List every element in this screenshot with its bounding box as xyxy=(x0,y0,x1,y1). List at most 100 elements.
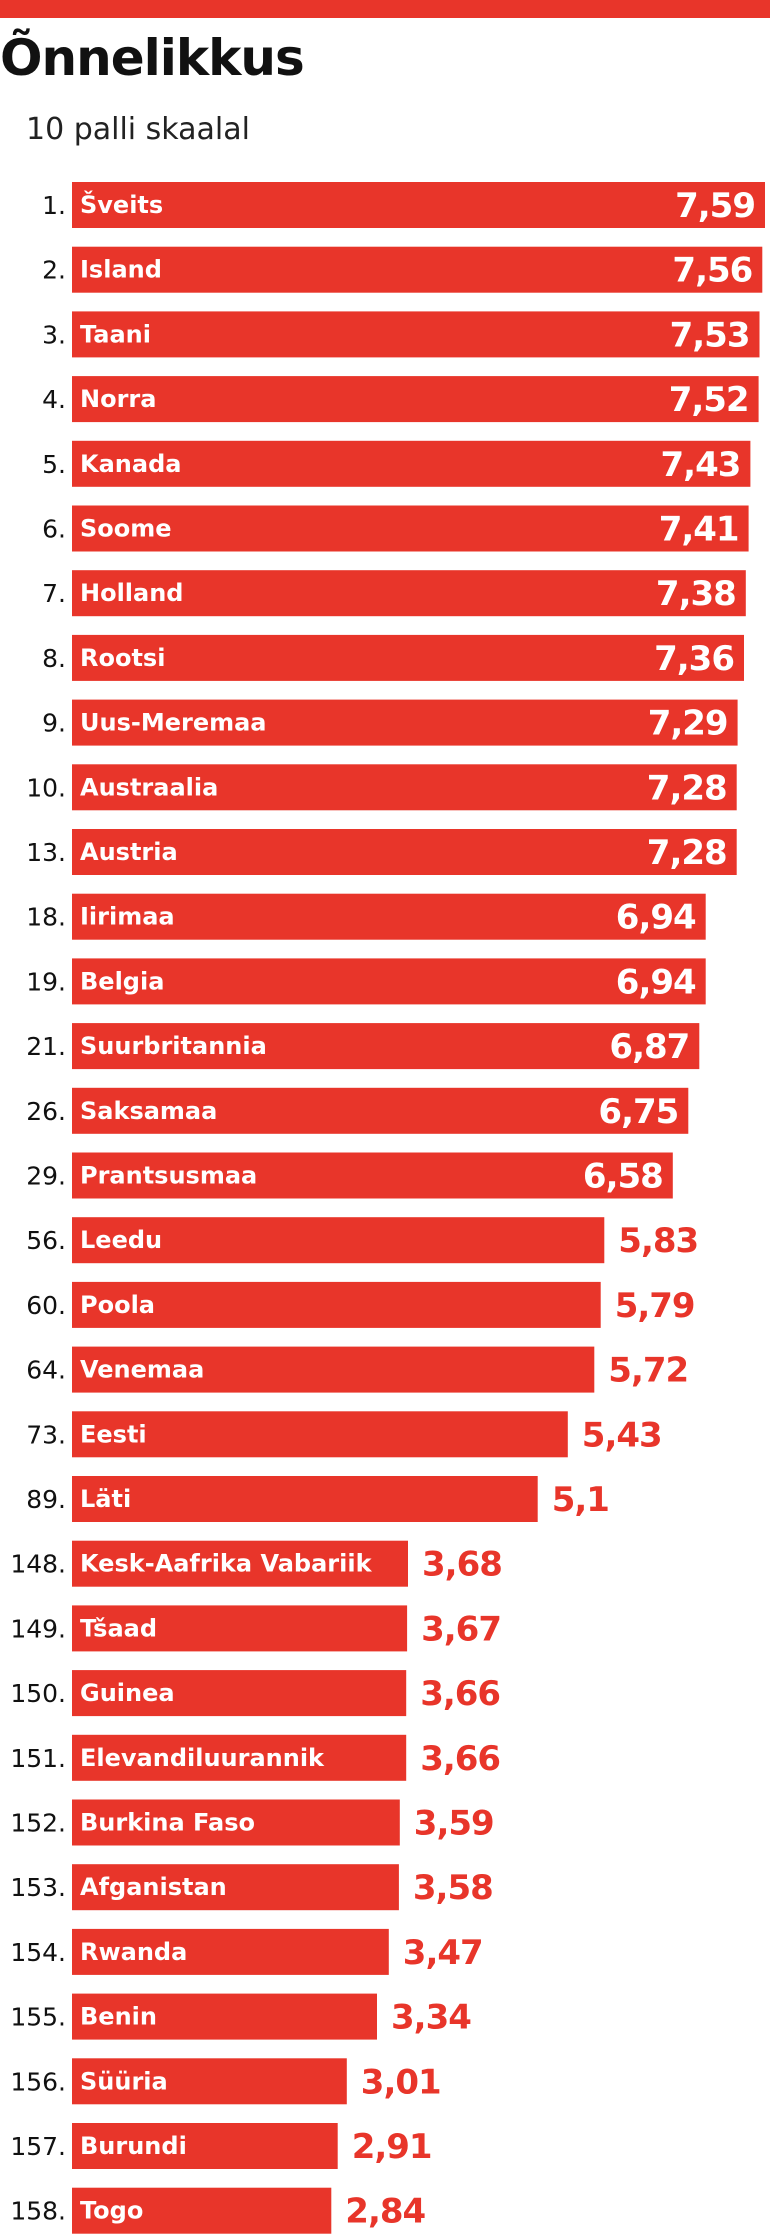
category-label: Suurbritannia xyxy=(80,1032,267,1060)
rank-label: 7. xyxy=(42,579,66,608)
category-label: Iirimaa xyxy=(80,903,175,931)
category-label: Island xyxy=(80,256,162,284)
bar-row: 150. Guinea 3,66 xyxy=(10,1670,501,1717)
category-label: Austria xyxy=(80,838,178,866)
category-label: Guinea xyxy=(80,1679,175,1707)
bar xyxy=(72,376,759,423)
bar-row: 152. Burkina Faso 3,59 xyxy=(10,1799,495,1846)
bar xyxy=(72,1670,407,1717)
rank-label: 29. xyxy=(26,1162,66,1191)
rank-label: 152. xyxy=(10,1809,66,1838)
category-label: Rwanda xyxy=(80,1938,187,1966)
bar-row: 156. Süüria 3,01 xyxy=(10,2058,442,2105)
bar-row: 148. Kesk-Aafrika Vabariik 3,68 xyxy=(10,1540,503,1587)
value-label: 3,68 xyxy=(422,1545,502,1585)
category-label: Taani xyxy=(80,320,151,348)
bar-row: 10. Austraalia 7,28 xyxy=(26,764,737,811)
value-label: 7,38 xyxy=(656,574,736,614)
bar xyxy=(72,2123,338,2169)
bar-row: 149. Tšaad 3,67 xyxy=(10,1605,502,1652)
category-label: Burkina Faso xyxy=(80,1809,255,1837)
bar xyxy=(72,1734,407,1781)
rank-label: 21. xyxy=(26,1032,66,1061)
bar-row: 151. Elevandiluurannik 3,66 xyxy=(10,1734,501,1781)
rank-label: 89. xyxy=(26,1485,66,1514)
bar-row: 157. Burundi 2,91 xyxy=(10,2123,433,2169)
bar xyxy=(72,505,749,552)
value-label: 6,75 xyxy=(598,1092,678,1132)
chart-subtitle: 10 palli skaalal xyxy=(26,112,250,147)
top-accent-rule xyxy=(0,0,770,18)
chart-title: Õnnelikkus xyxy=(0,29,305,87)
value-label: 5,43 xyxy=(582,1415,662,1455)
category-label: Togo xyxy=(80,2197,143,2225)
value-label: 7,36 xyxy=(654,639,734,679)
rank-label: 148. xyxy=(10,1550,66,1579)
bar xyxy=(72,570,746,617)
bar xyxy=(72,1864,399,1911)
bar xyxy=(72,1023,700,1070)
value-label: 3,47 xyxy=(403,1933,483,1973)
bar-row: 89. Läti 5,1 xyxy=(26,1476,610,1522)
bar-row: 13. Austria 7,28 xyxy=(26,829,737,875)
bar-row: 6. Soome 7,41 xyxy=(42,505,749,552)
value-label: 7,53 xyxy=(670,315,750,355)
value-label: 3,59 xyxy=(414,1804,494,1844)
value-label: 2,91 xyxy=(352,2127,432,2167)
bar xyxy=(72,1993,377,2040)
bar xyxy=(72,1540,408,1587)
rank-label: 73. xyxy=(26,1420,66,1449)
bar-row: 2. Island 7,56 xyxy=(42,246,763,293)
bar-row: 8. Rootsi 7,36 xyxy=(42,634,744,681)
rank-label: 2. xyxy=(42,256,66,285)
bar-row: 158. Togo 2,84 xyxy=(10,2187,427,2234)
bar xyxy=(72,1281,601,1328)
bar xyxy=(72,1346,595,1393)
bar-row: 56. Leedu 5,83 xyxy=(26,1217,699,1264)
bar-row: 18. Iirimaa 6,94 xyxy=(26,893,706,940)
value-label: 3,01 xyxy=(361,2062,441,2102)
rank-label: 26. xyxy=(26,1097,66,1126)
bar xyxy=(72,2058,347,2105)
bar xyxy=(72,1411,568,1458)
category-label: Šveits xyxy=(80,189,163,219)
bar xyxy=(72,1799,400,1846)
category-label: Leedu xyxy=(80,1226,162,1254)
rank-label: 153. xyxy=(10,1873,66,1902)
value-label: 5,79 xyxy=(615,1286,695,1326)
bar xyxy=(72,246,763,293)
rank-label: 8. xyxy=(42,644,66,673)
bar-row: 155. Benin 3,34 xyxy=(10,1993,472,2040)
bar-row: 4. Norra 7,52 xyxy=(42,376,759,423)
rank-label: 151. xyxy=(10,1744,66,1773)
value-label: 7,41 xyxy=(659,510,739,550)
category-label: Austraalia xyxy=(80,773,218,801)
bar xyxy=(72,893,706,940)
category-label: Uus-Meremaa xyxy=(80,709,267,737)
category-label: Venemaa xyxy=(80,1356,204,1384)
bar-row: 7. Holland 7,38 xyxy=(42,570,746,617)
category-label: Poola xyxy=(80,1291,155,1319)
value-label: 7,59 xyxy=(675,186,755,226)
rank-label: 3. xyxy=(42,320,66,349)
bar-row: 21. Suurbritannia 6,87 xyxy=(26,1023,700,1070)
value-label: 7,28 xyxy=(647,833,727,873)
bar-row: 60. Poola 5,79 xyxy=(26,1281,696,1328)
value-label: 2,84 xyxy=(345,2192,425,2232)
category-label: Süüria xyxy=(80,2067,168,2095)
category-label: Belgia xyxy=(80,967,164,995)
value-label: 3,67 xyxy=(421,1609,501,1649)
bar xyxy=(72,1476,538,1522)
rank-label: 9. xyxy=(42,709,66,738)
rank-label: 155. xyxy=(10,2003,66,2032)
bar xyxy=(72,958,706,1005)
category-label: Prantsusmaa xyxy=(80,1162,257,1190)
rank-label: 149. xyxy=(10,1614,66,1643)
value-label: 7,29 xyxy=(648,704,728,744)
bar xyxy=(72,2187,332,2234)
bar xyxy=(72,1605,408,1652)
rank-label: 19. xyxy=(26,967,66,996)
bar-row: 9. Uus-Meremaa 7,29 xyxy=(42,699,738,746)
bar-row: 153. Afganistan 3,58 xyxy=(10,1864,494,1911)
bar-row: 26. Saksamaa 6,75 xyxy=(26,1087,689,1134)
